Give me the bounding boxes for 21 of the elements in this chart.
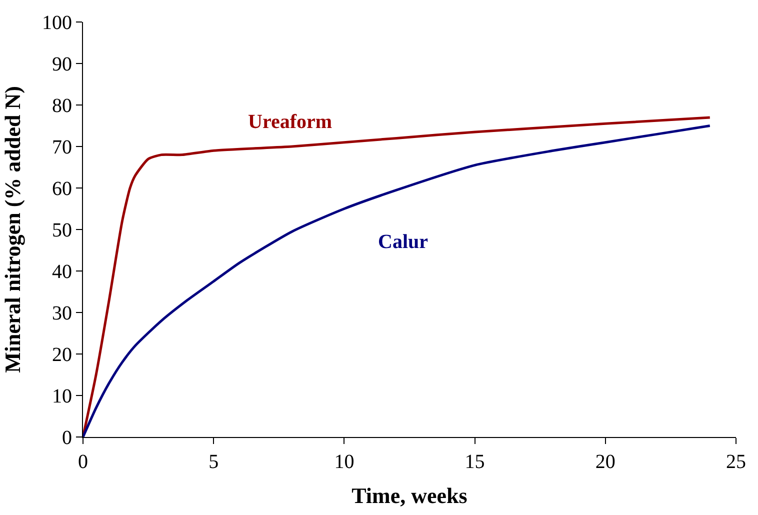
x-tick-label: 20 bbox=[595, 451, 616, 473]
y-tick-label: 0 bbox=[62, 427, 72, 449]
x-axis-title: Time, weeks bbox=[352, 482, 468, 508]
y-tick-label: 40 bbox=[52, 261, 72, 283]
x-tick-label: 0 bbox=[78, 451, 88, 473]
y-tick-label: 80 bbox=[52, 95, 72, 117]
y-tick-label: 70 bbox=[52, 136, 72, 158]
x-tick-label: 15 bbox=[464, 451, 485, 473]
y-tick-label: 90 bbox=[52, 54, 72, 76]
y-tick-label: 30 bbox=[52, 302, 72, 324]
y-tick-label: 60 bbox=[52, 178, 72, 200]
x-tick-label: 5 bbox=[208, 451, 219, 473]
y-tick-label: 50 bbox=[52, 220, 72, 242]
y-axis-title: Mineral nitrogen (% added N) bbox=[0, 86, 25, 373]
y-tick-label: 20 bbox=[52, 344, 72, 366]
series-label: Calur bbox=[378, 231, 428, 253]
x-tick-label: 10 bbox=[334, 451, 354, 473]
y-tick-label: 100 bbox=[42, 12, 72, 34]
series-label: Ureaform bbox=[248, 111, 332, 133]
y-tick-label: 10 bbox=[52, 386, 72, 408]
x-tick-label: 25 bbox=[726, 451, 746, 473]
